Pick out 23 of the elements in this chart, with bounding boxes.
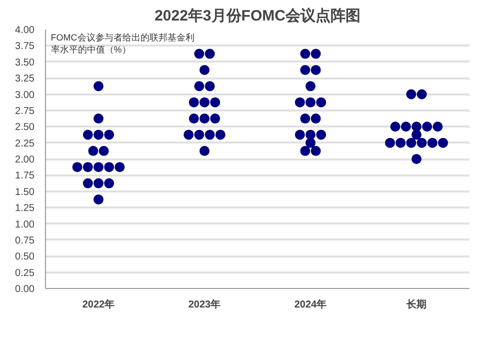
y-tick-label: 2.75 (15, 106, 35, 117)
y-tick-label: 1.00 (15, 219, 35, 230)
y-tick-label: 0.00 (15, 284, 35, 295)
y-tick-label: 3.00 (15, 90, 35, 101)
y-tick-label: 3.25 (15, 74, 35, 85)
y-tick-label: 1.50 (15, 186, 35, 198)
x-tick-label: 2024年 (294, 298, 327, 310)
y-tick-label: 2.00 (15, 154, 35, 166)
x-tick-label: 长期 (406, 298, 426, 310)
annotation: FOMC会议参与者给出的联邦基金利率水平的中值（%） (50, 32, 194, 55)
x-tick-label: 2023年 (188, 298, 221, 310)
y-tick-label: 1.25 (15, 203, 35, 214)
y-tick-label: 4.00 (15, 25, 35, 36)
y-tick-label: 3.50 (15, 57, 35, 68)
x-tick-label: 2022年 (82, 298, 115, 310)
y-tick-label: 0.50 (15, 252, 35, 263)
y-tick-label: 0.75 (15, 235, 35, 246)
y-tick-label: 3.75 (15, 41, 35, 52)
y-tick-label: 0.25 (15, 268, 35, 279)
chart-title: 2022年3月份FOMC会议点阵图 (154, 6, 360, 24)
y-tick-label: 1.75 (15, 170, 35, 182)
y-tick-label: 2.25 (15, 138, 35, 150)
y-tick-label: 2.50 (15, 122, 35, 134)
